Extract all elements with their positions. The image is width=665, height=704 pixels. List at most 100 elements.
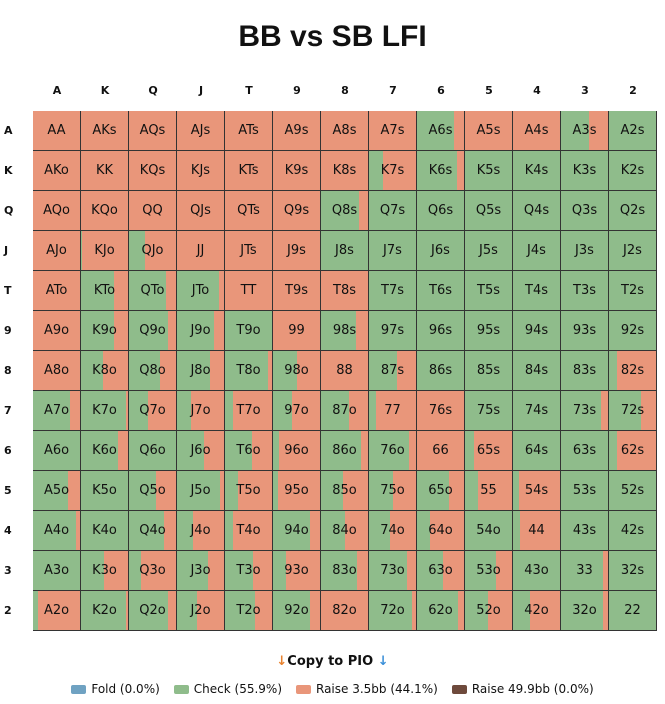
hand-cell[interactable]: A5s <box>465 111 513 151</box>
hand-cell[interactable]: AA <box>33 111 81 151</box>
hand-cell[interactable]: 65o <box>417 471 465 511</box>
hand-cell[interactable]: JTo <box>177 271 225 311</box>
hand-cell[interactable]: 32o <box>561 591 609 631</box>
hand-cell[interactable]: J8o <box>177 351 225 391</box>
hand-cell[interactable]: 66 <box>417 431 465 471</box>
hand-cell[interactable]: AJo <box>33 231 81 271</box>
hand-cell[interactable]: 83o <box>321 551 369 591</box>
hand-cell[interactable]: 64o <box>417 511 465 551</box>
hand-cell[interactable]: T8s <box>321 271 369 311</box>
hand-cell[interactable]: 63s <box>561 431 609 471</box>
hand-cell[interactable]: 92o <box>273 591 321 631</box>
hand-cell[interactable]: QTs <box>225 191 273 231</box>
hand-cell[interactable]: 43o <box>513 551 561 591</box>
hand-cell[interactable]: J5s <box>465 231 513 271</box>
hand-cell[interactable]: T7s <box>369 271 417 311</box>
hand-cell[interactable]: T2s <box>609 271 657 311</box>
hand-cell[interactable]: 54s <box>513 471 561 511</box>
hand-cell[interactable]: A5o <box>33 471 81 511</box>
hand-cell[interactable]: 75s <box>465 391 513 431</box>
hand-cell[interactable]: K7s <box>369 151 417 191</box>
hand-cell[interactable]: 76o <box>369 431 417 471</box>
hand-cell[interactable]: Q2o <box>129 591 177 631</box>
hand-cell[interactable]: K9s <box>273 151 321 191</box>
hand-cell[interactable]: KTs <box>225 151 273 191</box>
hand-cell[interactable]: 98s <box>321 311 369 351</box>
hand-cell[interactable]: Q3o <box>129 551 177 591</box>
hand-cell[interactable]: 53o <box>465 551 513 591</box>
hand-cell[interactable]: AKs <box>81 111 129 151</box>
hand-cell[interactable]: 73o <box>369 551 417 591</box>
hand-cell[interactable]: 84o <box>321 511 369 551</box>
hand-cell[interactable]: AKo <box>33 151 81 191</box>
hand-cell[interactable]: 75o <box>369 471 417 511</box>
hand-cell[interactable]: 97o <box>273 391 321 431</box>
hand-cell[interactable]: 92s <box>609 311 657 351</box>
hand-cell[interactable]: AQo <box>33 191 81 231</box>
hand-cell[interactable]: A3s <box>561 111 609 151</box>
hand-cell[interactable]: 74s <box>513 391 561 431</box>
copy-to-pio-button[interactable]: ↓Copy to PIO ↓ <box>0 654 665 669</box>
hand-cell[interactable]: K6s <box>417 151 465 191</box>
hand-cell[interactable]: KJs <box>177 151 225 191</box>
hand-cell[interactable]: J8s <box>321 231 369 271</box>
hand-cell[interactable]: QJs <box>177 191 225 231</box>
hand-cell[interactable]: K2o <box>81 591 129 631</box>
hand-cell[interactable]: 74o <box>369 511 417 551</box>
hand-cell[interactable]: 83s <box>561 351 609 391</box>
hand-cell[interactable]: 54o <box>465 511 513 551</box>
hand-cell[interactable]: A7s <box>369 111 417 151</box>
hand-cell[interactable]: T4s <box>513 271 561 311</box>
hand-cell[interactable]: A9s <box>273 111 321 151</box>
hand-cell[interactable]: J7o <box>177 391 225 431</box>
hand-cell[interactable]: Q9s <box>273 191 321 231</box>
hand-cell[interactable]: T5o <box>225 471 273 511</box>
hand-cell[interactable]: A2o <box>33 591 81 631</box>
hand-cell[interactable]: A8s <box>321 111 369 151</box>
hand-cell[interactable]: A9o <box>33 311 81 351</box>
hand-cell[interactable]: Q3s <box>561 191 609 231</box>
hand-cell[interactable]: 22 <box>609 591 657 631</box>
hand-cell[interactable]: 72s <box>609 391 657 431</box>
hand-cell[interactable]: Q2s <box>609 191 657 231</box>
hand-cell[interactable]: T9s <box>273 271 321 311</box>
hand-cell[interactable]: T5s <box>465 271 513 311</box>
hand-cell[interactable]: Q9o <box>129 311 177 351</box>
hand-cell[interactable]: A6s <box>417 111 465 151</box>
hand-cell[interactable]: KTo <box>81 271 129 311</box>
hand-cell[interactable]: 94o <box>273 511 321 551</box>
hand-cell[interactable]: 52s <box>609 471 657 511</box>
hand-cell[interactable]: T4o <box>225 511 273 551</box>
hand-cell[interactable]: J7s <box>369 231 417 271</box>
hand-cell[interactable]: K9o <box>81 311 129 351</box>
hand-cell[interactable]: K5s <box>465 151 513 191</box>
hand-cell[interactable]: 96o <box>273 431 321 471</box>
hand-cell[interactable]: 44 <box>513 511 561 551</box>
hand-cell[interactable]: 76s <box>417 391 465 431</box>
hand-cell[interactable]: 93s <box>561 311 609 351</box>
hand-cell[interactable]: TT <box>225 271 273 311</box>
hand-cell[interactable]: 43s <box>561 511 609 551</box>
hand-cell[interactable]: 97s <box>369 311 417 351</box>
hand-cell[interactable]: A4o <box>33 511 81 551</box>
hand-cell[interactable]: J6o <box>177 431 225 471</box>
hand-cell[interactable]: Q8o <box>129 351 177 391</box>
hand-cell[interactable]: AJs <box>177 111 225 151</box>
hand-cell[interactable]: T6s <box>417 271 465 311</box>
hand-cell[interactable]: KK <box>81 151 129 191</box>
hand-cell[interactable]: T7o <box>225 391 273 431</box>
hand-cell[interactable]: J4s <box>513 231 561 271</box>
hand-cell[interactable]: QJo <box>129 231 177 271</box>
hand-cell[interactable]: 87s <box>369 351 417 391</box>
hand-cell[interactable]: K6o <box>81 431 129 471</box>
hand-cell[interactable]: T3s <box>561 271 609 311</box>
hand-cell[interactable]: T2o <box>225 591 273 631</box>
hand-cell[interactable]: T8o <box>225 351 273 391</box>
hand-cell[interactable]: Q5s <box>465 191 513 231</box>
hand-cell[interactable]: Q7o <box>129 391 177 431</box>
hand-cell[interactable]: ATs <box>225 111 273 151</box>
hand-cell[interactable]: 73s <box>561 391 609 431</box>
hand-cell[interactable]: 82o <box>321 591 369 631</box>
hand-cell[interactable]: T6o <box>225 431 273 471</box>
hand-cell[interactable]: 55 <box>465 471 513 511</box>
